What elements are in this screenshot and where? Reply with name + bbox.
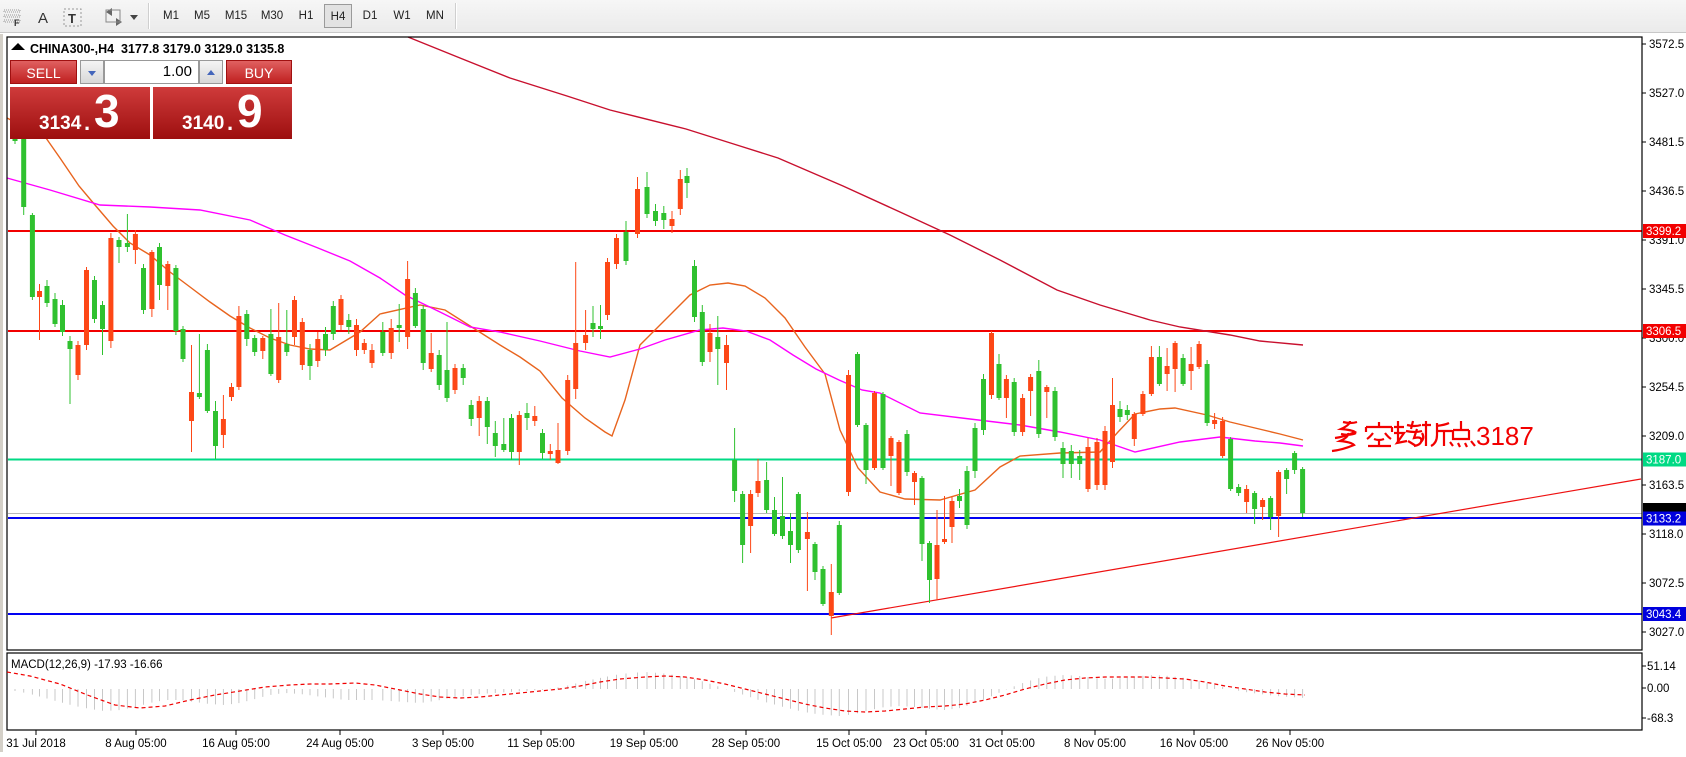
svg-text:3118.0: 3118.0	[1649, 529, 1683, 541]
svg-text:3209.0: 3209.0	[1649, 431, 1684, 443]
svg-text:3 Sep 05:00: 3 Sep 05:00	[412, 738, 474, 750]
svg-text:T: T	[68, 11, 76, 26]
svg-text:0.00: 0.00	[1647, 683, 1669, 695]
svg-text:3527.0: 3527.0	[1649, 88, 1684, 100]
svg-text:3399.2: 3399.2	[1646, 226, 1681, 238]
svg-text:3254.5: 3254.5	[1649, 382, 1684, 394]
svg-text:16 Nov 05:00: 16 Nov 05:00	[1160, 738, 1228, 750]
svg-text:CHINA300-,H4 3177.8 3179.0 31: CHINA300-,H4 3177.8 3179.0 3129.0 3135.8	[30, 42, 284, 56]
svg-text:3572.5: 3572.5	[1649, 39, 1684, 51]
svg-text:51.14: 51.14	[1647, 661, 1676, 673]
svg-text:19 Sep 05:00: 19 Sep 05:00	[610, 738, 678, 750]
svg-text:16 Aug 05:00: 16 Aug 05:00	[202, 738, 270, 750]
svg-text:26 Nov 05:00: 26 Nov 05:00	[1256, 738, 1324, 750]
svg-text:31 Jul 2018: 31 Jul 2018	[6, 738, 65, 750]
svg-text:3133.2: 3133.2	[1646, 514, 1681, 526]
svg-text:23 Oct 05:00: 23 Oct 05:00	[893, 738, 959, 750]
svg-text:15 Oct 05:00: 15 Oct 05:00	[816, 738, 882, 750]
svg-text:-68.3: -68.3	[1647, 713, 1673, 725]
svg-text:MACD(12,26,9) -17.93 -16.66: MACD(12,26,9) -17.93 -16.66	[11, 659, 163, 671]
svg-text:3027.0: 3027.0	[1649, 627, 1684, 639]
svg-text:3043.4: 3043.4	[1646, 609, 1682, 621]
svg-text:3072.5: 3072.5	[1649, 578, 1684, 590]
svg-text:11 Sep 05:00: 11 Sep 05:00	[507, 738, 575, 750]
svg-text:3163.5: 3163.5	[1649, 480, 1684, 492]
svg-text:3436.5: 3436.5	[1649, 186, 1684, 198]
svg-text:8 Nov 05:00: 8 Nov 05:00	[1064, 738, 1126, 750]
svg-text:8 Aug 05:00: 8 Aug 05:00	[105, 738, 166, 750]
svg-text:24 Aug 05:00: 24 Aug 05:00	[306, 738, 374, 750]
svg-text:3187: 3187	[1476, 421, 1534, 451]
svg-text:28 Sep 05:00: 28 Sep 05:00	[712, 738, 780, 750]
svg-text:3187.0: 3187.0	[1646, 455, 1681, 467]
svg-text:31 Oct 05:00: 31 Oct 05:00	[969, 738, 1035, 750]
svg-text:F: F	[14, 18, 20, 28]
svg-text:3306.5: 3306.5	[1646, 326, 1681, 338]
svg-text:3481.5: 3481.5	[1649, 137, 1684, 149]
svg-text:A: A	[38, 10, 48, 27]
svg-text:3345.5: 3345.5	[1649, 284, 1684, 296]
